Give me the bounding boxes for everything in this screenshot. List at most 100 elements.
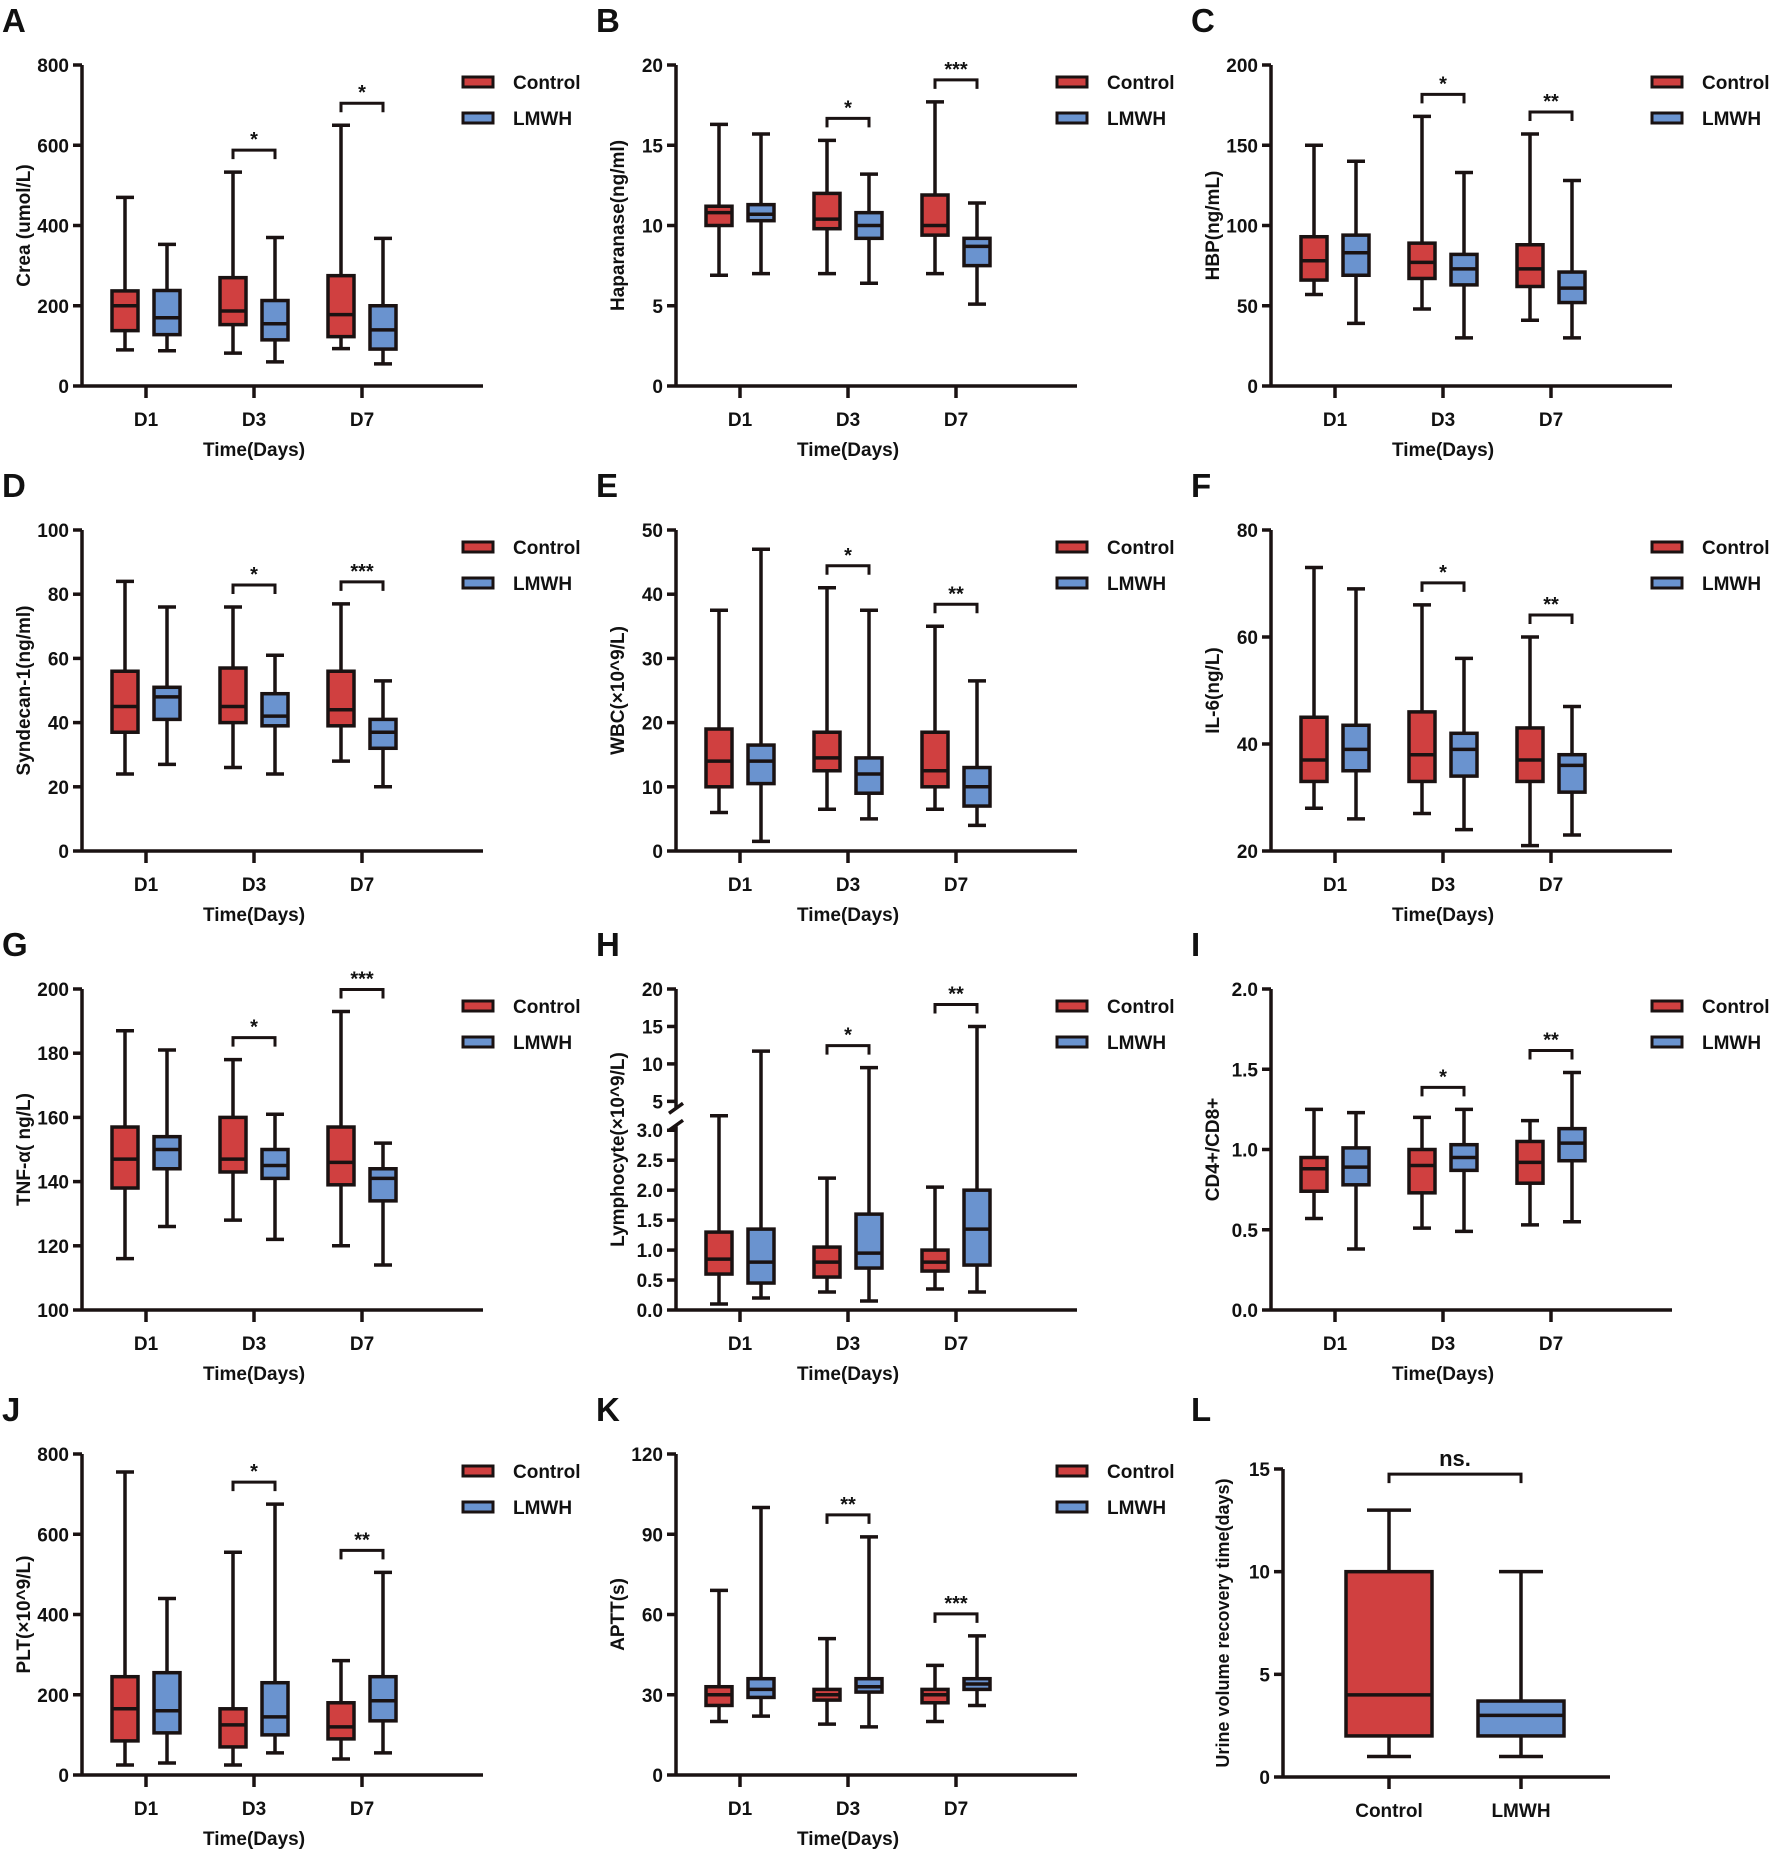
significance-label: *** — [944, 59, 968, 81]
y-tick-label: 20 — [1237, 842, 1258, 863]
box-lmwh-d3 — [260, 1112, 290, 1242]
significance-bracket — [825, 116, 871, 128]
legend-swatch-control — [461, 540, 495, 554]
box-control-d3 — [1407, 1115, 1437, 1230]
box-control-d3 — [812, 1176, 842, 1294]
iqr-box — [368, 304, 398, 351]
significance-bracket — [825, 1513, 871, 1524]
box-lmwh-control — [1476, 1569, 1566, 1759]
legend-swatch-lmwh — [1650, 111, 1684, 125]
box-lmwh-d7 — [1557, 178, 1587, 340]
significance-bracket — [339, 101, 385, 113]
iqr-box — [854, 1212, 884, 1270]
y-tick-label: 120 — [631, 1445, 663, 1466]
x-tick-label: D1 — [134, 1334, 159, 1355]
legend-swatch-lmwh — [1055, 576, 1089, 590]
iqr-box — [1299, 234, 1329, 282]
iqr-box — [1515, 243, 1545, 289]
x-tick-label: D3 — [242, 1799, 266, 1820]
y-tick-label: 600 — [37, 1525, 69, 1546]
x-tick-label: D1 — [134, 410, 159, 431]
box-control-d7 — [1515, 1118, 1545, 1227]
panel-letter: H — [596, 926, 620, 963]
box-lmwh-d7 — [368, 679, 398, 789]
iqr-box — [1407, 1147, 1437, 1195]
iqr-box — [152, 1670, 182, 1735]
iqr-box — [152, 1134, 182, 1171]
box-control-d1 — [1299, 565, 1329, 810]
box-lmwh-d7 — [368, 1141, 398, 1267]
legend-swatch-control — [461, 75, 495, 89]
iqr-box — [218, 275, 248, 327]
iqr-box — [1476, 1699, 1566, 1738]
box-lmwh-d1 — [746, 1505, 776, 1718]
box-control-d1 — [704, 1588, 734, 1724]
x-tick-label: D1 — [1323, 1334, 1348, 1355]
box-lmwh-d3 — [1449, 170, 1479, 340]
x-axis-label: Time(Days) — [797, 1829, 899, 1850]
legend-label-control: Control — [1107, 73, 1175, 94]
panel-letter: L — [1191, 1391, 1211, 1428]
legend-label-lmwh: LMWH — [1107, 574, 1166, 595]
iqr-box — [218, 1115, 248, 1174]
iqr-box — [326, 1701, 356, 1741]
significance-bracket — [1420, 1085, 1466, 1097]
legend-label-lmwh: LMWH — [1702, 109, 1761, 130]
x-axis-label: Time(Days) — [797, 440, 899, 461]
box-control-d7 — [326, 1658, 356, 1761]
y-tick-label: 20 — [642, 56, 663, 77]
box-lmwh-d1 — [152, 242, 182, 353]
y-tick-label: 0.5 — [1232, 1221, 1259, 1242]
significance-bracket — [231, 583, 277, 595]
legend-label-lmwh: LMWH — [513, 574, 572, 595]
significance-bracket — [1528, 613, 1574, 624]
x-tick-label: D3 — [836, 875, 860, 896]
x-tick-label: D3 — [836, 410, 860, 431]
y-tick-label: 200 — [1226, 56, 1258, 77]
box-lmwh-d1 — [1341, 1110, 1371, 1251]
legend-label-control: Control — [1107, 1462, 1175, 1483]
y-tick-label: 5 — [1259, 1665, 1270, 1686]
iqr-box — [368, 1674, 398, 1723]
significance-bracket — [1528, 110, 1574, 122]
significance-label: ** — [948, 983, 964, 1005]
y-tick-label: 30 — [642, 1686, 663, 1707]
panel-letter: J — [2, 1391, 20, 1428]
x-tick-label: LMWH — [1491, 1801, 1550, 1822]
iqr-box — [962, 236, 992, 268]
significance-label: * — [1439, 1066, 1447, 1088]
box-lmwh-d3 — [854, 608, 884, 821]
y-tick-label: 800 — [37, 56, 69, 77]
x-axis-label: Time(Days) — [797, 905, 899, 926]
legend-label-control: Control — [1107, 997, 1175, 1018]
box-control-d7 — [920, 1663, 950, 1724]
legend-swatch-lmwh — [1650, 1035, 1684, 1049]
significance-bracket — [231, 1480, 277, 1492]
significance-bracket — [231, 148, 277, 160]
y-tick-label: 140 — [37, 1173, 69, 1194]
y-tick-label: 0.0 — [1232, 1301, 1258, 1322]
x-tick-label: D7 — [1539, 875, 1563, 896]
y-tick-label: 2.0 — [637, 1181, 663, 1202]
y-tick-label: 400 — [37, 1606, 69, 1627]
x-axis-label: Time(Days) — [203, 440, 305, 461]
y-tick-label: 30 — [642, 649, 663, 670]
y-tick-label: 100 — [37, 1301, 69, 1322]
y-tick-label: 1.0 — [1232, 1141, 1258, 1162]
box-control-d7 — [326, 1009, 356, 1248]
y-tick-label: 0 — [652, 842, 663, 863]
panel-letter: A — [2, 2, 26, 39]
iqr-box — [1449, 731, 1479, 778]
y-tick-label: 400 — [37, 217, 69, 238]
panel-a: A 0 200 400 600 800 Crea (umol/L) D1 D3 D7 Time(Da… — [2, 2, 581, 461]
legend-swatch-lmwh — [1055, 111, 1089, 125]
x-tick-label: D3 — [242, 1334, 266, 1355]
box-lmwh-d3 — [854, 1065, 884, 1303]
iqr-box — [1341, 233, 1371, 278]
y-tick-label: 180 — [37, 1044, 69, 1065]
x-tick-label: D7 — [350, 1799, 374, 1820]
iqr-box — [152, 685, 182, 722]
x-tick-label: D1 — [134, 875, 159, 896]
legend-label-control: Control — [513, 1462, 581, 1483]
